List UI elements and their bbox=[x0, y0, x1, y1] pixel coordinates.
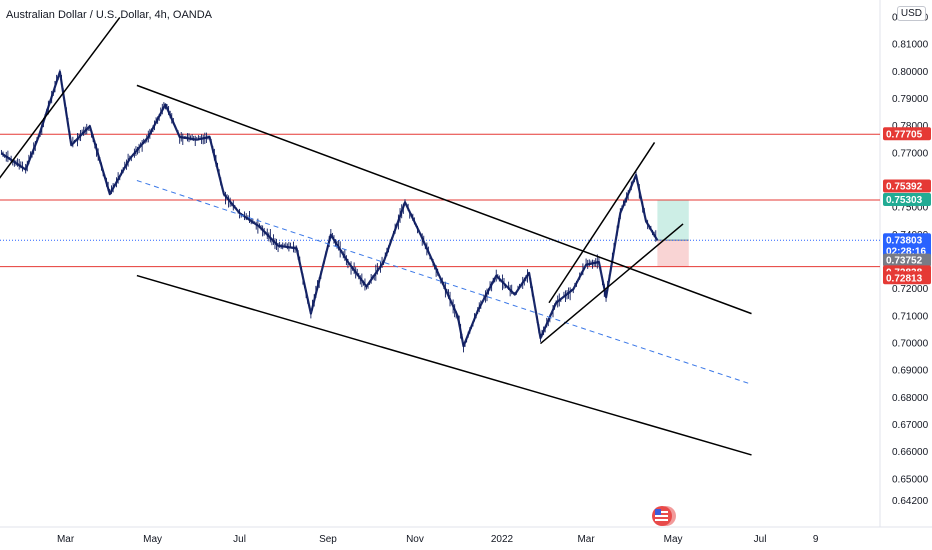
y-tick-label: 0.71000 bbox=[892, 311, 929, 322]
x-tick-label: Mar bbox=[57, 534, 75, 545]
x-tick-label: May bbox=[664, 534, 683, 545]
price-tag bbox=[883, 271, 931, 285]
price-tag bbox=[883, 233, 931, 258]
x-tick-label: Sep bbox=[319, 534, 337, 545]
price-tag bbox=[883, 253, 931, 267]
price-tag-label: 0.77705 bbox=[886, 129, 923, 140]
x-tick-label: 2022 bbox=[491, 534, 514, 545]
trend-line[interactable] bbox=[539, 223, 684, 345]
price-tag-label: 0.73803 bbox=[886, 235, 923, 246]
y-tick-label: 0.75000 bbox=[892, 203, 929, 214]
x-tick-label: 9 bbox=[813, 534, 819, 545]
countdown-label: 02:28:16 bbox=[886, 246, 926, 257]
x-tick-label: Nov bbox=[406, 534, 424, 545]
us-flag-event-icon[interactable] bbox=[652, 506, 672, 526]
y-tick-label: 0.72000 bbox=[892, 284, 929, 295]
y-tick-label: 0.80000 bbox=[892, 67, 929, 78]
y-tick-label: 0.79000 bbox=[892, 94, 929, 105]
price-tag bbox=[883, 179, 931, 193]
y-tick-label: 0.64200 bbox=[892, 496, 929, 507]
price-tag bbox=[883, 193, 931, 207]
x-tick-label: May bbox=[143, 534, 162, 545]
trend-line[interactable] bbox=[136, 274, 752, 456]
y-tick-label: 0.70000 bbox=[892, 339, 929, 350]
trend-lines[interactable] bbox=[0, 16, 752, 456]
currency-label[interactable]: USD bbox=[896, 6, 926, 21]
y-tick-label: 0.67000 bbox=[892, 420, 929, 431]
y-tick-label: 0.77000 bbox=[892, 148, 929, 159]
x-tick-label: Mar bbox=[577, 534, 595, 545]
position-loss-zone[interactable] bbox=[657, 240, 689, 267]
price-tags: 0.77705 0.75392 0.75303 0.7380302:28:160.73… bbox=[883, 127, 931, 285]
position-profit-zone[interactable] bbox=[657, 199, 689, 241]
horizontal-levels[interactable] bbox=[0, 133, 880, 268]
trend-line[interactable] bbox=[0, 16, 121, 202]
price-tag-label: 0.75303 bbox=[886, 195, 923, 206]
y-tick-label: 0.81000 bbox=[892, 40, 929, 51]
price-series bbox=[0, 69, 659, 353]
trend-line[interactable] bbox=[136, 84, 752, 315]
price-tag-label: 0.72813 bbox=[886, 273, 923, 284]
y-tick-label: 0.66000 bbox=[892, 447, 929, 458]
grid bbox=[0, 0, 932, 528]
price-tag-label: 0.75392 bbox=[886, 181, 923, 192]
y-tick-label: 0.69000 bbox=[892, 366, 929, 377]
price-tag-label: 0.73752 bbox=[886, 256, 923, 267]
y-tick-label: 0.68000 bbox=[892, 393, 929, 404]
position-tool[interactable] bbox=[657, 199, 689, 267]
trend-line[interactable] bbox=[548, 142, 656, 304]
chart-title: Australian Dollar / U.S. Dollar, 4h, OAN… bbox=[6, 9, 213, 21]
x-tick-label: Jul bbox=[233, 534, 246, 545]
x-tick-label: Jul bbox=[754, 534, 767, 545]
y-tick-label: 0.65000 bbox=[892, 474, 929, 485]
y-tick-label: 0.78000 bbox=[892, 121, 929, 132]
price-tag bbox=[883, 127, 931, 141]
